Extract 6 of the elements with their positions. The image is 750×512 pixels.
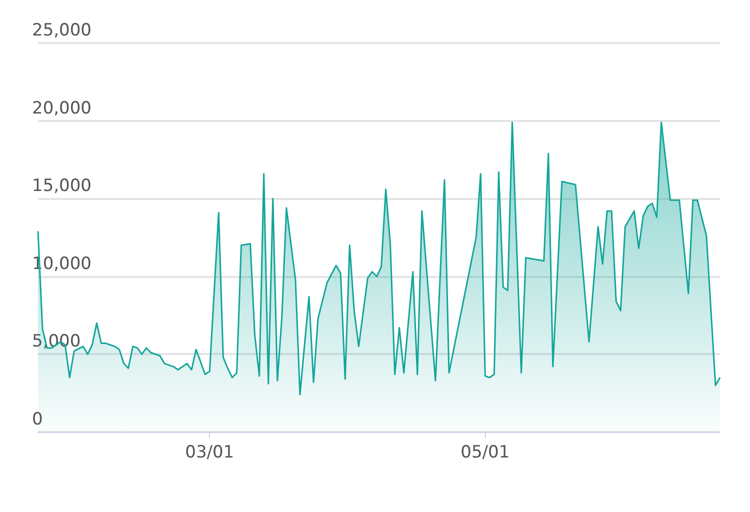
x-tick-label: 05/01: [460, 442, 510, 462]
y-tick-label: 15,000: [32, 176, 92, 196]
y-tick-label: 25,000: [32, 20, 92, 40]
x-tick-label: 03/01: [185, 442, 234, 462]
y-tick-label: 0: [32, 410, 43, 430]
y-tick-label: 20,000: [32, 98, 92, 118]
